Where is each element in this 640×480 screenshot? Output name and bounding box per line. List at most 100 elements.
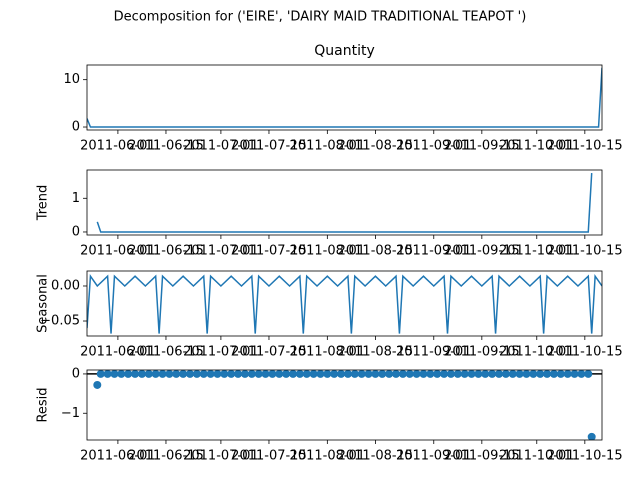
chart-title: Decomposition for ('EIRE', 'DAIRY MAID T… [114,10,527,25]
plot-area [87,67,602,128]
x-tick-label: 2011-08-15 [338,244,414,259]
data-point [254,370,263,378]
x-tick-label: 2011-09-01 [396,345,472,360]
x-tick-label: 2011-09-15 [444,244,520,259]
x-tick-label: 2011-07-15 [231,139,307,154]
data-point [460,370,469,378]
x-tick-label: 2011-09-15 [444,139,520,154]
data-point [186,370,194,378]
x-tick-label: 2011-10-01 [499,139,575,154]
data-point [227,370,236,378]
panel: Seasonal−0.050.002011-06-012011-06-15201… [36,270,623,360]
data-point [453,370,462,378]
x-tick-label: 2011-07-01 [183,244,259,259]
data-point [522,370,531,378]
data-point [247,370,256,378]
data-point [495,370,503,378]
data-point [268,370,277,378]
y-axis-label: Trend [36,185,51,222]
data-point [172,370,181,378]
x-tick-label: 2011-10-15 [547,139,623,154]
y-tick-label: −1 [61,406,80,421]
y-axis-label: Resid [36,387,51,422]
data-point [110,370,119,378]
data-point [220,370,229,378]
x-tick-label: 2011-08-15 [338,345,414,360]
data-point [357,370,366,378]
data-point [515,370,524,378]
x-tick-label: 2011-06-01 [80,244,156,259]
x-tick-label: 2011-07-15 [231,244,307,259]
x-tick-label: 2011-09-15 [444,449,520,464]
data-point [240,370,249,378]
data-point [275,370,284,378]
data-point [261,370,270,378]
data-point [302,370,311,378]
x-tick-label: 2011-08-15 [338,449,414,464]
data-point [337,370,346,378]
data-point [378,370,387,378]
x-tick-label: 2011-10-01 [499,345,575,360]
x-tick-label: 2011-09-01 [396,139,472,154]
data-point [426,370,435,378]
data-point [96,370,105,378]
data-point [199,370,208,378]
x-tick-label: 2011-10-15 [547,244,623,259]
x-tick-label: 2011-06-15 [128,244,204,259]
data-line [87,273,602,334]
data-point [474,370,483,378]
y-tick-label: 0 [72,224,80,239]
data-point [93,380,102,389]
data-point [446,370,455,378]
data-point [158,370,167,378]
data-point [103,370,112,378]
data-point [412,370,421,378]
data-point [151,370,160,378]
x-tick-label: 2011-10-01 [499,244,575,259]
data-point [529,370,538,378]
data-point [282,370,291,378]
x-tick-label: 2011-07-15 [231,345,307,360]
panel-title: Quantity [314,43,375,59]
data-point [536,370,545,378]
data-point [481,370,490,378]
data-point [405,370,414,378]
x-tick-label: 2011-07-01 [183,449,259,464]
data-point [385,370,394,378]
x-tick-label: 2011-08-15 [338,139,414,154]
x-tick-label: 2011-10-15 [547,449,623,464]
data-point [350,370,359,378]
data-point [323,370,332,378]
data-point [295,370,304,378]
axes-frame [86,270,603,337]
data-point [144,370,153,378]
y-tick-label: 0.00 [51,278,80,293]
data-point [543,370,552,378]
data-point [330,370,339,378]
x-tick-label: 2011-09-01 [396,244,472,259]
data-point [165,370,174,378]
x-tick-label: 2011-08-01 [290,244,366,259]
data-line [87,67,602,128]
data-point [584,370,593,378]
data-point [364,370,373,378]
data-point [556,370,565,378]
data-point [213,370,222,378]
plot-area [96,172,593,233]
x-tick-label: 2011-08-01 [290,345,366,360]
y-tick-label: 1 [72,191,80,206]
plot-area [87,370,602,440]
data-point [234,370,243,378]
data-point [488,370,497,378]
axes-frame [86,169,603,236]
data-point [577,370,586,378]
data-point [392,370,400,378]
data-point [501,370,510,378]
data-point [316,370,325,378]
panel: Resid −102011-06-012011-06-152011-07-0120… [36,366,623,463]
x-tick-label: 2011-06-01 [80,139,156,154]
y-axis-label: Seasonal [36,274,51,333]
x-tick-label: 2011-06-15 [128,449,204,464]
data-point [124,370,133,378]
